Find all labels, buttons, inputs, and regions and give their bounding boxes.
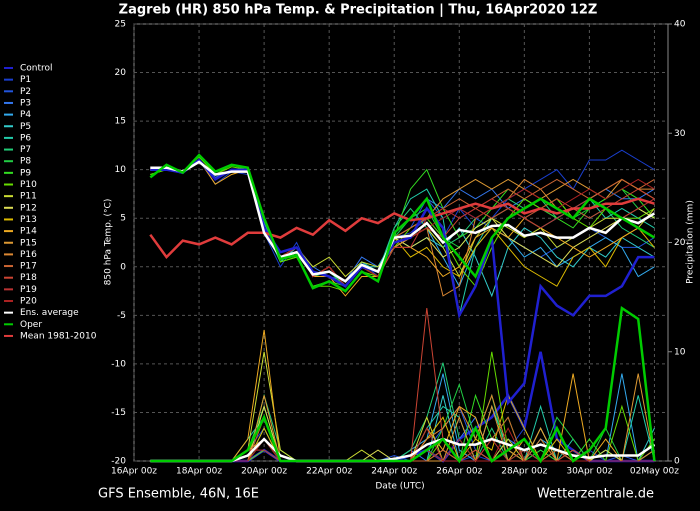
footer-site: Wetterzentrale.de	[537, 487, 654, 502]
x-tick-label: 20Apr 00z	[241, 467, 287, 477]
legend-label: P12	[20, 203, 37, 213]
precip-line	[150, 382, 655, 462]
y-tick-label: -5	[117, 311, 126, 321]
precip-line	[150, 308, 655, 462]
x-tick-label: 24Apr 00z	[371, 467, 417, 477]
legend-label: Ens. average	[20, 308, 79, 318]
legend-label: P5	[20, 122, 31, 132]
temp-line	[149, 197, 655, 260]
x-tick-label: 26Apr 00z	[436, 467, 482, 477]
precip-line	[150, 373, 655, 462]
legend-label: P11	[20, 192, 37, 202]
footer-source: GFS Ensemble, 46N, 16E	[98, 487, 259, 502]
legend-label: P3	[20, 98, 31, 108]
y2-tick-label: 10	[674, 347, 686, 357]
legend-label: P17	[20, 262, 37, 272]
y2-tick-label: 30	[674, 129, 686, 139]
y-tick-label: 20	[115, 68, 127, 78]
legend-label: P1	[20, 75, 31, 85]
legend-label: P4	[20, 110, 31, 120]
precip-line	[150, 329, 655, 463]
y-tick-label: 15	[115, 117, 126, 127]
legend-label: Control	[20, 64, 53, 74]
y2-tick-label: 0	[674, 457, 680, 467]
y-tick-label: -15	[111, 408, 126, 418]
legend-label: Mean 1981-2010	[20, 331, 97, 341]
x-tick-label: 02May 00z	[630, 467, 679, 477]
y2-tick-label: 40	[674, 20, 686, 30]
plot-frame	[133, 23, 669, 462]
legend-label: P16	[20, 250, 37, 260]
legend-label: P2	[20, 87, 31, 97]
x-tick-label: 22Apr 00z	[306, 467, 352, 477]
y-axis-label: 850 hPa Temp. (°C)	[104, 199, 114, 286]
y-tick-label: -10	[111, 359, 126, 369]
legend-label: P6	[20, 133, 31, 143]
chart-title: Zagreb (HR) 850 hPa Temp. & Precipitatio…	[119, 3, 598, 18]
legend-label: P20	[20, 297, 37, 307]
y-tick-label: -20	[111, 457, 126, 467]
x-tick-label: 30Apr 00z	[566, 467, 612, 477]
legend-label: P14	[20, 227, 37, 237]
precip-line	[150, 305, 656, 464]
legend-label: P19	[20, 285, 37, 295]
x-axis-label: Date (UTC)	[375, 482, 424, 492]
y-tick-label: 25	[115, 20, 126, 30]
legend-label: P13	[20, 215, 37, 225]
legend-label: P18	[20, 273, 37, 283]
legend-label: P10	[20, 180, 37, 190]
legend-label: P9	[20, 168, 31, 178]
x-tick-label: 16Apr 00z	[111, 467, 157, 477]
y2-axis-label: Precipitation (mm)	[686, 200, 696, 284]
y2-tick-label: 20	[674, 238, 686, 248]
y-tick-label: 5	[120, 214, 126, 224]
y-tick-label: 10	[115, 165, 127, 175]
x-tick-label: 18Apr 00z	[176, 467, 222, 477]
temp-line	[150, 158, 655, 406]
legend-label: P15	[20, 238, 37, 248]
x-tick-label: 28Apr 00z	[501, 467, 547, 477]
precip-line	[150, 373, 655, 463]
temp-line	[150, 160, 656, 283]
legend-label: P7	[20, 145, 31, 155]
y-tick-label: 0	[120, 262, 126, 272]
temp-line	[149, 153, 656, 293]
legend-label: P8	[20, 157, 31, 167]
legend-label: Oper	[20, 320, 42, 330]
